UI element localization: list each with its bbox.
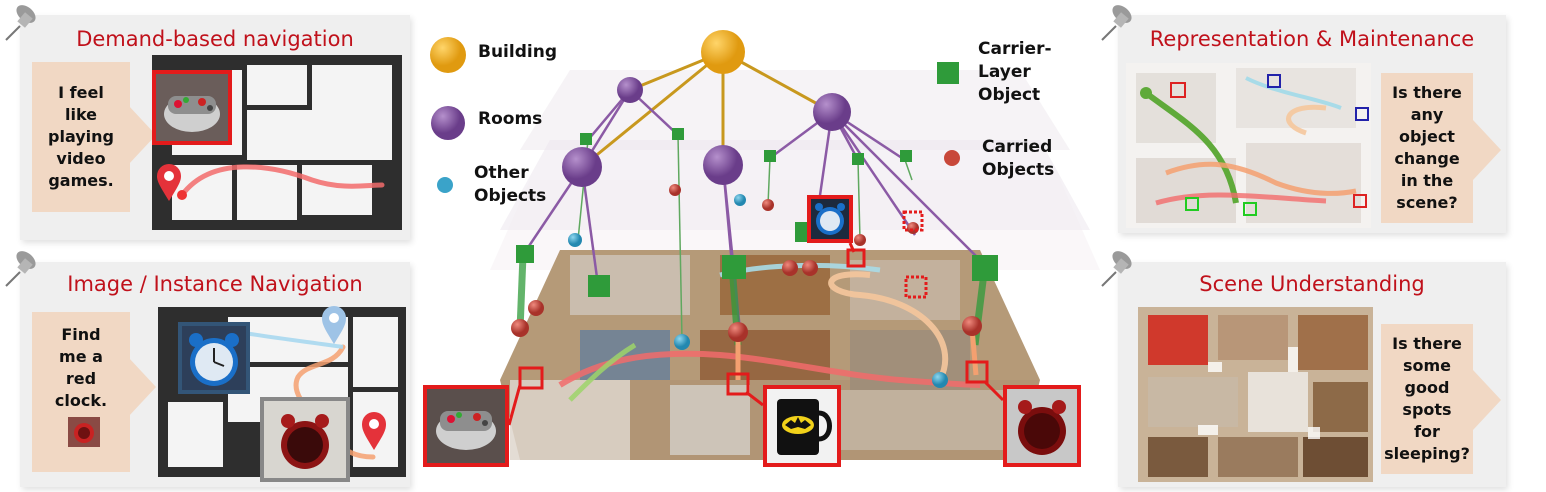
legend-rooms-label: Rooms [478, 109, 543, 129]
alarm-clock-icon [189, 333, 239, 386]
legend-room-marker [431, 106, 465, 140]
panel-title: Scene Understanding [1199, 272, 1425, 296]
gamepad-image [152, 70, 232, 145]
point-cloud-scene [500, 250, 1040, 460]
alarm-clock-icon [1018, 400, 1066, 455]
legend-carrier-marker [937, 62, 959, 84]
point-cloud-map [1126, 63, 1371, 228]
legend-other-marker [437, 177, 453, 193]
pushpin-icon [5, 251, 36, 287]
legend-other-label: Other Objects [474, 163, 547, 206]
blue-clock-image [178, 322, 250, 394]
red-clock-image [1003, 385, 1081, 467]
bubble-tail [1473, 120, 1501, 180]
speech-bubble: Is there any object change in the scene? [1381, 73, 1473, 223]
other-object-node [674, 334, 690, 350]
alarm-clock-icon [815, 203, 845, 235]
room-node [562, 147, 602, 187]
bubble-tail [128, 105, 156, 165]
panel-title: Representation & Maintenance [1149, 27, 1475, 51]
speech-bubble: Is there some good spots for sleeping? [1381, 324, 1473, 474]
panel-scene-understanding: Scene Understanding Is there some good s… [1118, 262, 1506, 487]
other-object-node [734, 194, 746, 206]
alarm-clock-icon [281, 414, 329, 469]
point-cloud-scene [1138, 307, 1373, 482]
alarm-clock-icon [68, 417, 100, 447]
panel-representation-maintenance: Representation & Maintenance Is [1118, 15, 1506, 233]
legend-carried-label: Carried Objects [982, 137, 1055, 180]
speech-bubble: I feel like playing video games. [32, 62, 130, 212]
blue-clock-image [807, 195, 853, 243]
legend-carrier-label: Carrier- Layer Object [978, 39, 1052, 105]
other-object-node [568, 233, 582, 247]
building-node [701, 30, 745, 74]
location-pin-icon [157, 164, 181, 201]
location-pin-icon [322, 306, 346, 344]
batman-mug-image [763, 385, 841, 467]
gamepad-image [423, 385, 509, 467]
legend-carried-marker [944, 150, 960, 166]
other-object-node [932, 372, 948, 388]
legend-building-label: Building [478, 42, 557, 62]
highlight-boxes [507, 210, 1005, 426]
location-pin-icon [362, 412, 386, 450]
bubble-tail [128, 357, 156, 417]
batman-mug-icon [777, 399, 832, 455]
room-node [617, 77, 643, 103]
room-node [703, 145, 743, 185]
graph-nodes [511, 30, 998, 388]
pushpin-icon [1101, 5, 1132, 41]
red-clock-image [260, 397, 350, 482]
pushpin-icon [5, 5, 36, 41]
gamepad-icon [436, 411, 496, 450]
panel-demand-navigation: Demand-based navigation I feel like play… [20, 15, 410, 240]
speech-bubble: Find me a red clock. [32, 312, 130, 472]
scene-graph: Building Rooms Other Objects Carrier- La… [420, 0, 1100, 492]
bubble-tail [1473, 370, 1501, 430]
gamepad-icon [164, 96, 220, 132]
panel-title: Image / Instance Navigation [67, 272, 363, 296]
room-node [813, 93, 851, 131]
panel-image-navigation: Image / Instance Navigation Find me a re… [20, 262, 410, 487]
pushpin-icon [1101, 251, 1132, 287]
panel-title: Demand-based navigation [76, 27, 354, 51]
legend-building-marker [430, 37, 466, 73]
